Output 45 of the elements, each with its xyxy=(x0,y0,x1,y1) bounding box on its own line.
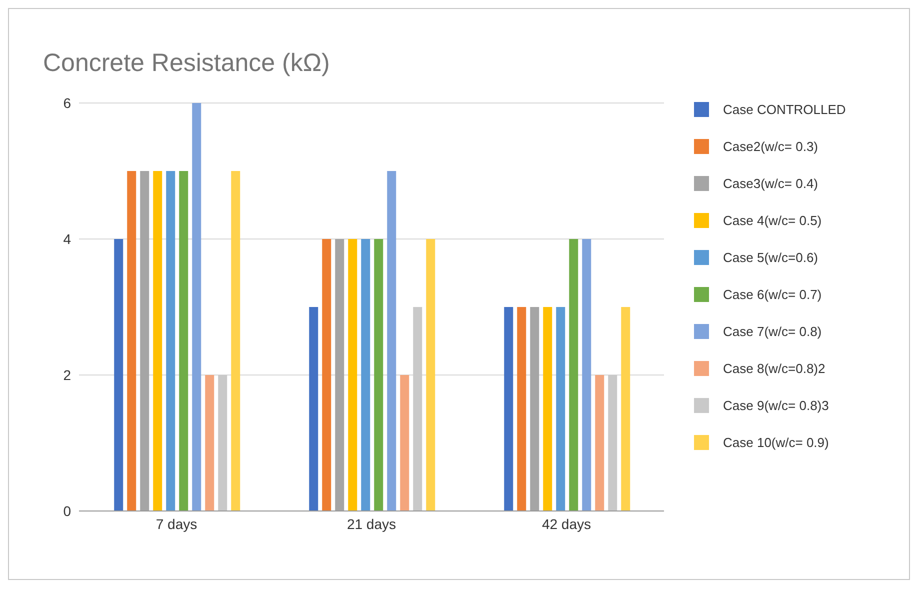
bar xyxy=(621,307,630,511)
bar xyxy=(166,171,176,511)
chart-title: Concrete Resistance (kΩ) xyxy=(43,49,330,78)
bar xyxy=(192,103,202,511)
bar xyxy=(387,171,396,511)
bar xyxy=(504,307,514,511)
legend-label: Case 9(w/c= 0.8)3 xyxy=(723,398,829,413)
bar xyxy=(413,307,422,511)
bar xyxy=(348,239,358,511)
legend-label: Case CONTROLLED xyxy=(723,102,846,117)
bar xyxy=(543,307,552,511)
bar xyxy=(127,171,136,511)
bar xyxy=(179,171,188,511)
bar xyxy=(114,239,124,511)
bar xyxy=(322,239,332,511)
bar xyxy=(517,307,526,511)
bar xyxy=(608,375,618,511)
x-tick-label: 21 days xyxy=(346,516,396,532)
bar xyxy=(218,375,228,511)
legend-label: Case 8(w/c=0.8)2 xyxy=(723,361,826,376)
bar xyxy=(153,171,162,511)
bar xyxy=(361,239,370,511)
bar xyxy=(309,307,318,511)
bar xyxy=(400,375,410,511)
y-tick-label: 6 xyxy=(63,94,72,111)
x-tick-label: 7 days xyxy=(156,516,198,532)
legend-label: Case3(w/c= 0.4) xyxy=(723,176,818,191)
bar xyxy=(556,307,566,511)
bar xyxy=(595,375,604,511)
legend-label: Case 4(w/c= 0.5) xyxy=(723,213,822,228)
y-tick-label: 2 xyxy=(63,366,72,383)
x-tick-label: 42 days xyxy=(542,516,592,532)
legend-label: Case 10(w/c= 0.9) xyxy=(723,435,829,450)
bar xyxy=(374,239,384,511)
y-tick-label: 4 xyxy=(63,230,72,247)
bar xyxy=(569,239,578,511)
legend-label: Case 6(w/c= 0.7) xyxy=(723,287,822,302)
bar xyxy=(205,375,214,511)
bar xyxy=(582,239,592,511)
legend-label: Case 5(w/c=0.6) xyxy=(723,250,818,265)
y-tick-label: 0 xyxy=(63,502,72,519)
legend-label: Case 7(w/c= 0.8) xyxy=(723,324,822,339)
bar xyxy=(231,171,240,511)
legend-label: Case2(w/c= 0.3) xyxy=(723,139,818,154)
bar xyxy=(426,239,436,511)
